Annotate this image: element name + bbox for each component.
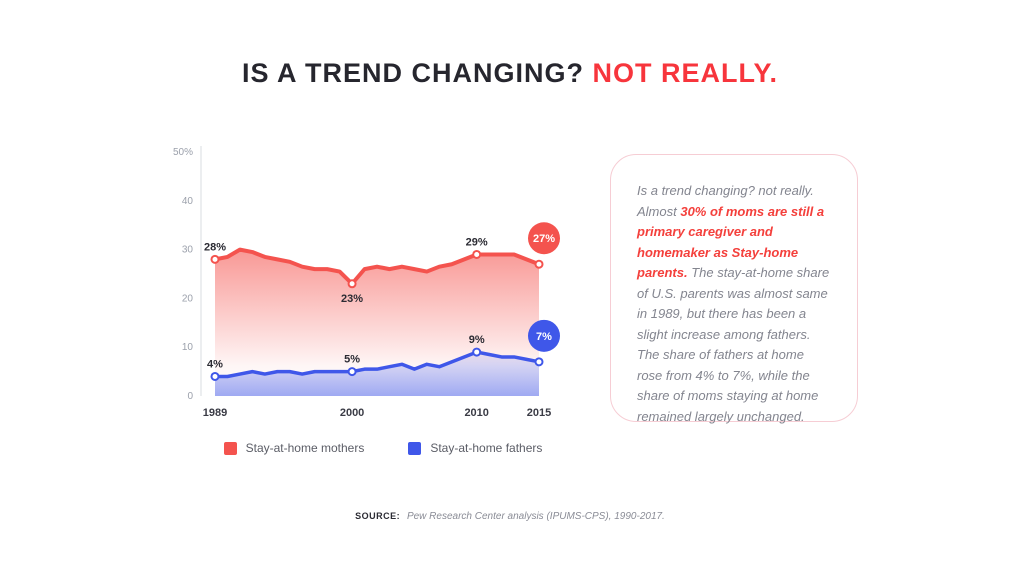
legend-item-fathers: Stay-at-home fathers: [408, 441, 542, 455]
summary-text: Is a trend changing? not really. Almost …: [637, 181, 831, 427]
page-title-main: IS A TREND CHANGING?: [241, 58, 584, 88]
svg-text:2000: 2000: [340, 407, 364, 419]
source-line: SOURCE: Pew Research Center analysis (IP…: [0, 511, 1020, 522]
svg-text:20: 20: [182, 293, 194, 304]
svg-text:5%: 5%: [344, 354, 360, 366]
svg-text:28%: 28%: [204, 241, 226, 253]
legend-swatch: [408, 441, 422, 455]
svg-text:9%: 9%: [469, 334, 485, 346]
page-title: IS A TREND CHANGING? NOT REALLY.: [0, 58, 1020, 89]
chart-legend: Stay-at-home mothers Stay-at-home fathers: [168, 441, 598, 455]
svg-text:2015: 2015: [527, 407, 551, 419]
svg-text:2010: 2010: [464, 407, 488, 419]
legend-label: Stay-at-home fathers: [430, 441, 543, 455]
svg-text:27%: 27%: [533, 233, 555, 245]
svg-text:1989: 1989: [203, 407, 227, 419]
legend-swatch: [223, 441, 237, 455]
legend-item-mothers: Stay-at-home mothers: [223, 441, 365, 455]
svg-text:10: 10: [182, 342, 194, 353]
svg-text:23%: 23%: [341, 293, 363, 305]
summary-emphasis: 30% of moms are still a primary caregive…: [637, 203, 825, 281]
svg-text:29%: 29%: [466, 236, 488, 248]
svg-text:50%: 50%: [173, 147, 193, 158]
svg-text:0: 0: [187, 391, 193, 402]
svg-text:7%: 7%: [536, 331, 552, 343]
source-label: SOURCE:: [355, 511, 401, 521]
page-title-highlight: NOT REALLY.: [592, 58, 779, 88]
svg-text:30: 30: [182, 245, 194, 256]
source-text: Pew Research Center analysis (IPUMS-CPS)…: [406, 511, 665, 522]
legend-label: Stay-at-home mothers: [245, 441, 365, 455]
svg-text:40: 40: [182, 196, 194, 207]
trend-chart: 50% 40 30 20 10 0 1989 2000 2010 2015 28% 23% 29% 27%…: [168, 138, 598, 438]
summary-segment: The stay-at-home share of U.S. parents w…: [637, 265, 830, 424]
svg-text:4%: 4%: [207, 358, 223, 370]
summary-card: Is a trend changing? not really. Almost …: [610, 154, 858, 424]
summary-segment: Is a trend changing? not really. Almost: [637, 183, 814, 219]
